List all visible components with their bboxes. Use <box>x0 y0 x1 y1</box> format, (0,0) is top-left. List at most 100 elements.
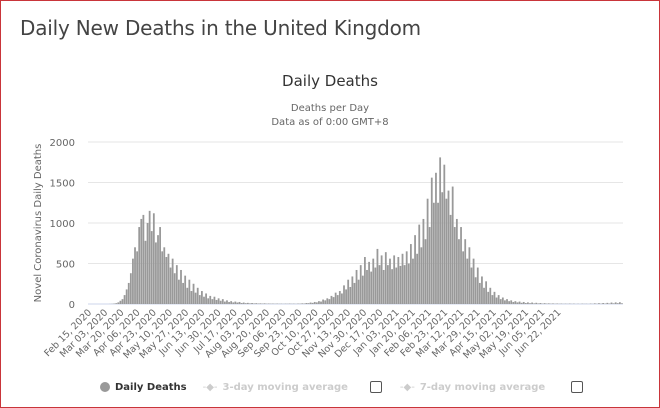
bar[interactable] <box>129 273 132 304</box>
bar[interactable] <box>334 292 337 304</box>
bar[interactable] <box>391 269 393 304</box>
bar[interactable] <box>238 301 241 304</box>
legend-item-7day-average[interactable]: -◆- 7-day moving average <box>400 382 545 393</box>
bar[interactable] <box>324 300 327 304</box>
bar[interactable] <box>499 299 502 304</box>
bar[interactable] <box>213 296 216 304</box>
7day-average-checkbox[interactable] <box>571 381 584 393</box>
bar[interactable] <box>426 198 429 304</box>
bar[interactable] <box>535 302 538 304</box>
legend-item-daily-deaths[interactable]: Daily Deaths <box>100 382 187 393</box>
bar[interactable] <box>146 223 149 304</box>
bar[interactable] <box>311 302 314 304</box>
bar[interactable] <box>338 291 341 304</box>
bar[interactable] <box>171 258 174 304</box>
bar[interactable] <box>397 257 400 304</box>
bar[interactable] <box>184 275 187 304</box>
bar[interactable] <box>341 293 343 304</box>
bar[interactable] <box>320 301 322 304</box>
bar[interactable] <box>516 302 519 304</box>
bar[interactable] <box>422 218 425 304</box>
bar[interactable] <box>223 301 226 304</box>
bar[interactable] <box>186 287 189 304</box>
bar[interactable] <box>201 291 203 304</box>
bar[interactable] <box>504 300 506 304</box>
bar[interactable] <box>169 267 172 304</box>
bar[interactable] <box>234 301 237 304</box>
bar[interactable] <box>441 192 444 304</box>
bar[interactable] <box>190 291 193 304</box>
bar[interactable] <box>328 299 331 304</box>
bar[interactable] <box>420 247 423 304</box>
bar[interactable] <box>547 303 550 304</box>
bar[interactable] <box>232 302 235 304</box>
bar[interactable] <box>598 303 600 304</box>
bar[interactable] <box>478 282 481 304</box>
bar[interactable] <box>228 301 230 304</box>
bar[interactable] <box>458 239 460 304</box>
bar[interactable] <box>217 298 220 304</box>
bar[interactable] <box>249 303 251 304</box>
bar[interactable] <box>610 302 613 304</box>
bar[interactable] <box>203 296 205 304</box>
bar[interactable] <box>495 297 498 304</box>
bar[interactable] <box>437 202 439 304</box>
bar[interactable] <box>115 303 118 304</box>
bar[interactable] <box>136 251 139 304</box>
bar[interactable] <box>242 302 245 304</box>
bar[interactable] <box>493 291 496 304</box>
bar[interactable] <box>240 303 243 304</box>
bar[interactable] <box>178 279 180 304</box>
bar[interactable] <box>470 267 473 304</box>
bar[interactable] <box>198 295 201 304</box>
bar[interactable] <box>432 202 435 304</box>
bar[interactable] <box>336 295 339 304</box>
bar[interactable] <box>451 186 454 304</box>
bar[interactable] <box>173 273 176 304</box>
bar[interactable] <box>462 251 465 304</box>
bar[interactable] <box>255 303 258 304</box>
bar[interactable] <box>372 258 375 304</box>
bar[interactable] <box>309 302 312 304</box>
3day-average-checkbox[interactable] <box>369 381 382 393</box>
bar[interactable] <box>148 210 151 304</box>
bar[interactable] <box>485 281 488 304</box>
bar[interactable] <box>447 190 450 304</box>
bar[interactable] <box>343 285 345 304</box>
bar[interactable] <box>209 295 212 304</box>
bar[interactable] <box>259 303 262 304</box>
bar[interactable] <box>524 303 527 304</box>
bar[interactable] <box>121 299 124 304</box>
bar[interactable] <box>361 275 364 304</box>
bar[interactable] <box>510 300 513 304</box>
bar[interactable] <box>522 301 525 304</box>
bar[interactable] <box>307 303 310 304</box>
bar[interactable] <box>481 276 483 304</box>
bar[interactable] <box>414 235 416 304</box>
legend-item-3day-average[interactable]: -◆- 3-day moving average <box>203 382 348 393</box>
bar[interactable] <box>514 301 517 304</box>
bar[interactable] <box>155 242 157 304</box>
bar[interactable] <box>518 301 521 304</box>
bar[interactable] <box>399 265 402 304</box>
bar[interactable] <box>453 227 456 304</box>
bar[interactable] <box>211 299 214 304</box>
bar[interactable] <box>460 227 462 304</box>
bar[interactable] <box>501 297 504 304</box>
bar[interactable] <box>205 293 207 304</box>
bar[interactable] <box>355 269 358 304</box>
bar[interactable] <box>244 303 247 304</box>
bar[interactable] <box>527 302 529 304</box>
bar[interactable] <box>403 265 406 304</box>
bar[interactable] <box>364 257 366 304</box>
bar[interactable] <box>378 265 381 304</box>
bar[interactable] <box>230 301 233 304</box>
bar[interactable] <box>332 297 335 304</box>
bar[interactable] <box>543 303 546 304</box>
bar[interactable] <box>345 289 347 304</box>
bar[interactable] <box>483 287 485 304</box>
bar[interactable] <box>226 300 228 304</box>
bar[interactable] <box>142 214 145 304</box>
bar[interactable] <box>508 301 510 304</box>
bar[interactable] <box>175 265 178 304</box>
